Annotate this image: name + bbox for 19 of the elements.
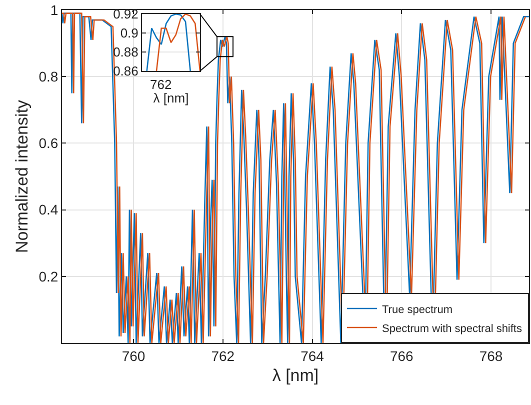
y-tick-label: 0.4 bbox=[38, 202, 58, 218]
x-tick-label: 768 bbox=[479, 348, 503, 364]
legend-label: Spectrum with spectral shifts bbox=[382, 322, 522, 335]
x-axis-title: λ [nm] bbox=[272, 366, 319, 386]
line-series bbox=[156, 14, 200, 71]
y-tick-label: 0.9 bbox=[120, 26, 138, 41]
x-tick-label: 766 bbox=[390, 348, 414, 364]
annotation: 762 bbox=[150, 77, 172, 92]
legend-label: True spectrum bbox=[382, 304, 453, 316]
y-tick-label: 1 bbox=[50, 2, 58, 18]
line-series bbox=[146, 14, 191, 71]
y-tick-label: 0.8 bbox=[38, 68, 58, 84]
y-tick-label: 0.6 bbox=[38, 135, 58, 152]
x-tick-label: 762 bbox=[211, 348, 235, 364]
y-tick-label: 0.2 bbox=[38, 268, 58, 284]
y-axis-title: Normalized intensity bbox=[12, 99, 32, 254]
x-axis-title: λ [nm] bbox=[153, 90, 189, 106]
x-tick-label: 760 bbox=[122, 348, 146, 364]
x-tick-label: 764 bbox=[300, 348, 324, 364]
